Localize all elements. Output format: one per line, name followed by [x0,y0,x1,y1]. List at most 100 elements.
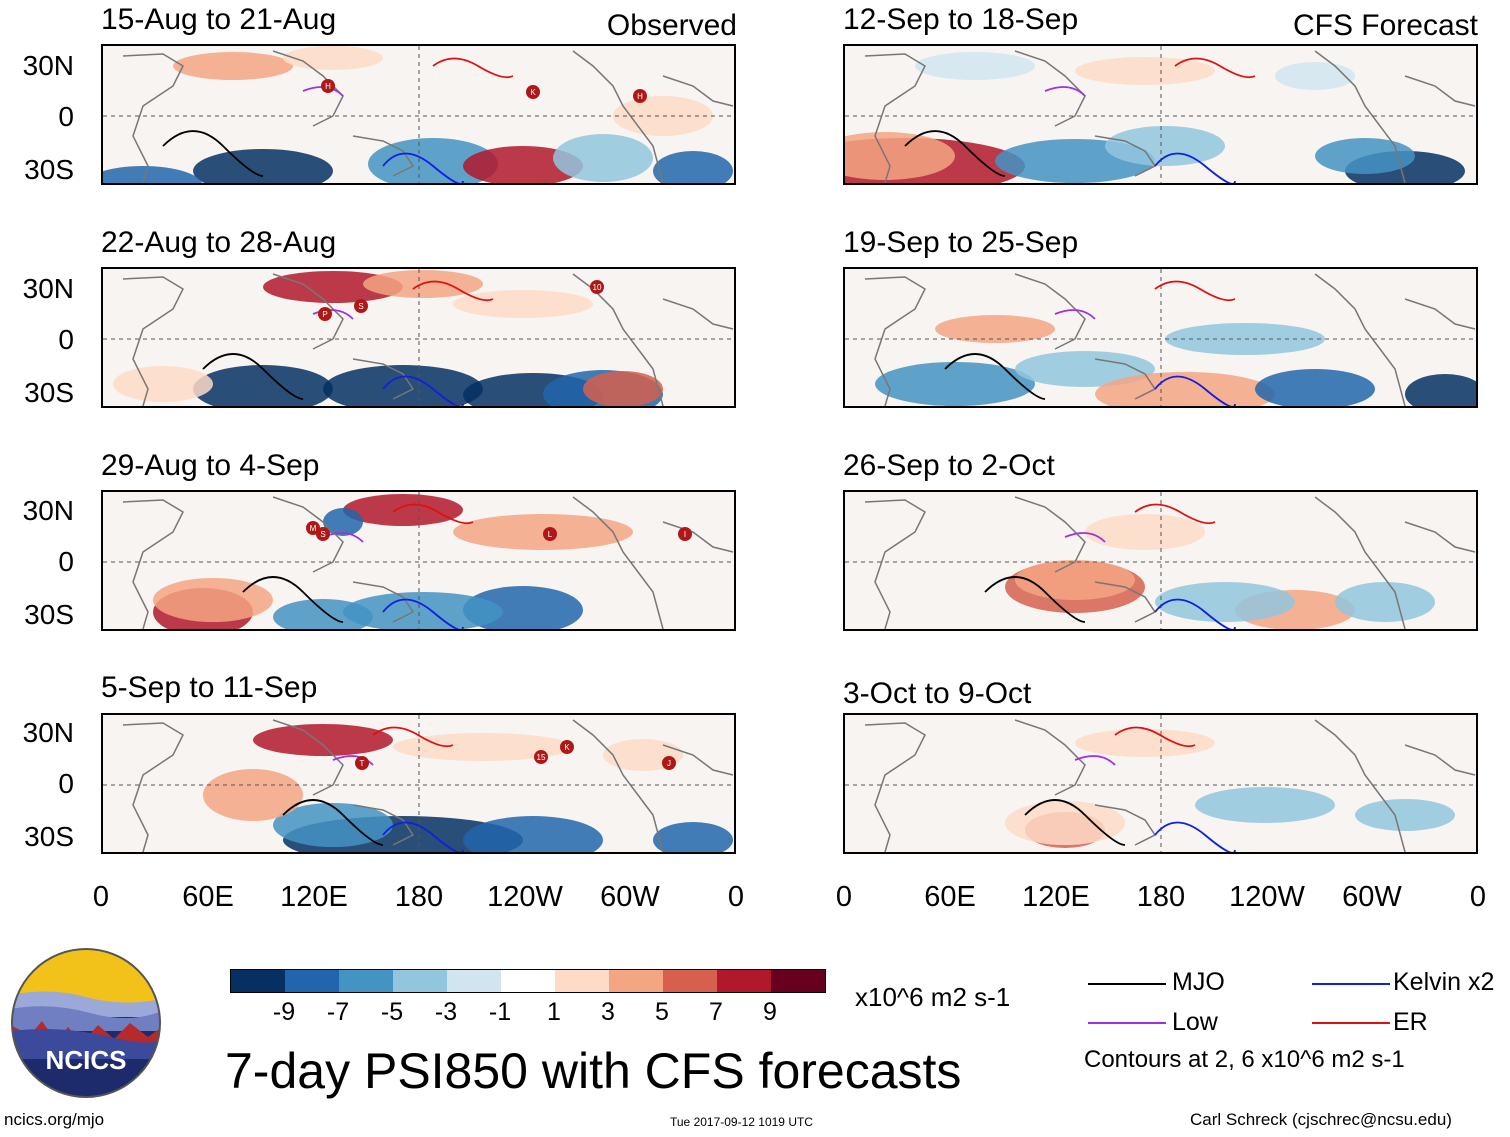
coastline [1014,496,1086,573]
coastline [352,804,415,846]
lat-label-30n: 30N [22,50,74,81]
psi-field-blob [1335,582,1435,622]
colorbar-tick-label: -5 [380,998,404,1026]
lat-label-eq: 0 [58,768,74,799]
storm-marker-label: 10 [593,283,602,292]
coastline [352,358,415,400]
contour-line [242,576,344,623]
storm-marker-label: H [325,82,331,91]
footer-url[interactable]: ncics.org/mjo [4,1110,105,1129]
coastline [1404,298,1476,330]
psi-field-blob [273,599,373,629]
coastline [272,719,344,796]
colorbar-swatch [393,970,447,992]
contour-line [944,353,1046,400]
contour-line [202,353,304,400]
lon-label: 180 [394,881,444,913]
storm-marker-label: L [548,530,553,539]
psi-field-blob [1015,560,1135,600]
map-field [845,46,1476,183]
coastline [122,499,184,629]
lon-label: 120W [1229,881,1305,913]
storm-marker-label: K [530,88,536,97]
coastline [1094,358,1157,400]
psi-field-blob [203,769,303,821]
contour-line [984,576,1086,623]
storm-marker-icon [318,307,332,321]
forecast-label: CFS Forecast [1292,9,1478,42]
contour-line [382,152,464,183]
coastline [1404,521,1476,553]
contour-line [1064,532,1106,543]
coastline [272,496,344,573]
lon-label: 120E [1022,881,1090,913]
contour-line [412,280,494,302]
contour-line [1074,755,1116,766]
psi-field-blob [1255,369,1375,406]
coastline [1404,75,1476,107]
coastline [864,276,926,406]
psi-field-blob [583,371,663,406]
psi-field-blob [653,822,733,852]
panel-title-obs-1: 15-Aug to 21-Aug [101,3,337,36]
map-field: 10 P S [103,269,734,406]
psi-field-blob [1075,729,1215,757]
contour-line [1154,152,1236,183]
storm-marker-icon [560,740,574,754]
contour-line [1054,309,1096,320]
psi-field-blob [1075,57,1215,85]
contour-line [1154,598,1236,629]
legend-line-mjo [1088,983,1166,985]
storm-marker-label: T [360,759,365,768]
coastline [662,521,734,553]
map-field [845,492,1476,629]
psi-field-blob [915,52,1035,80]
storm-marker-label: S [358,302,363,311]
coastline [572,719,664,852]
coastline [662,298,734,330]
storm-marker-label: M [310,524,317,533]
map-panel-fcst-4 [843,713,1478,854]
psi-field-blob [1015,351,1155,387]
legend-label-mjo: MJO [1172,968,1225,996]
contour-line [1134,503,1216,525]
colorbar-swatch [501,970,555,992]
psi-field-blob [653,151,733,183]
coastline [122,276,184,406]
contour-line [1044,86,1086,97]
psi-field-blob [553,134,653,182]
colorbar-tick-label: 9 [763,998,777,1026]
contour-note: Contours at 2, 6 x10^6 m2 s-1 [1084,1046,1405,1073]
contour-line [372,726,454,748]
lon-label: 60E [182,881,234,913]
psi-field-blob [1315,138,1415,174]
coastline [572,50,664,183]
lon-label: 60E [924,881,976,913]
map-panel-obs-1: H K H [101,44,736,185]
coastline [662,744,734,776]
contour-line [1114,726,1196,748]
lon-label: 0 [1469,881,1487,913]
colorbar-units: x10^6 m2 s-1 [855,982,1011,1012]
legend-label-kelvin: Kelvin x2 [1393,968,1495,996]
psi-field-blob [463,816,603,852]
contour-line [282,799,384,846]
contour-line [382,598,464,629]
colorbar-swatch [717,970,771,992]
coastline [1094,581,1157,623]
lat-label-30s: 30S [24,821,74,852]
coastline [864,53,926,183]
colorbar-tick-label: 5 [655,998,669,1026]
map-field: H K H [103,46,734,183]
ncics-logo: NCICS [11,948,161,1098]
coastline [1314,719,1406,852]
coastline [1404,744,1476,776]
colorbar-swatch [339,970,393,992]
psi-field-blob [1105,126,1225,166]
lat-label-30s: 30S [24,377,74,408]
coastline [272,273,344,350]
lon-label: 60W [600,881,660,913]
contour-line [382,821,464,852]
lat-label-eq: 0 [58,324,74,355]
colorbar [230,969,826,993]
